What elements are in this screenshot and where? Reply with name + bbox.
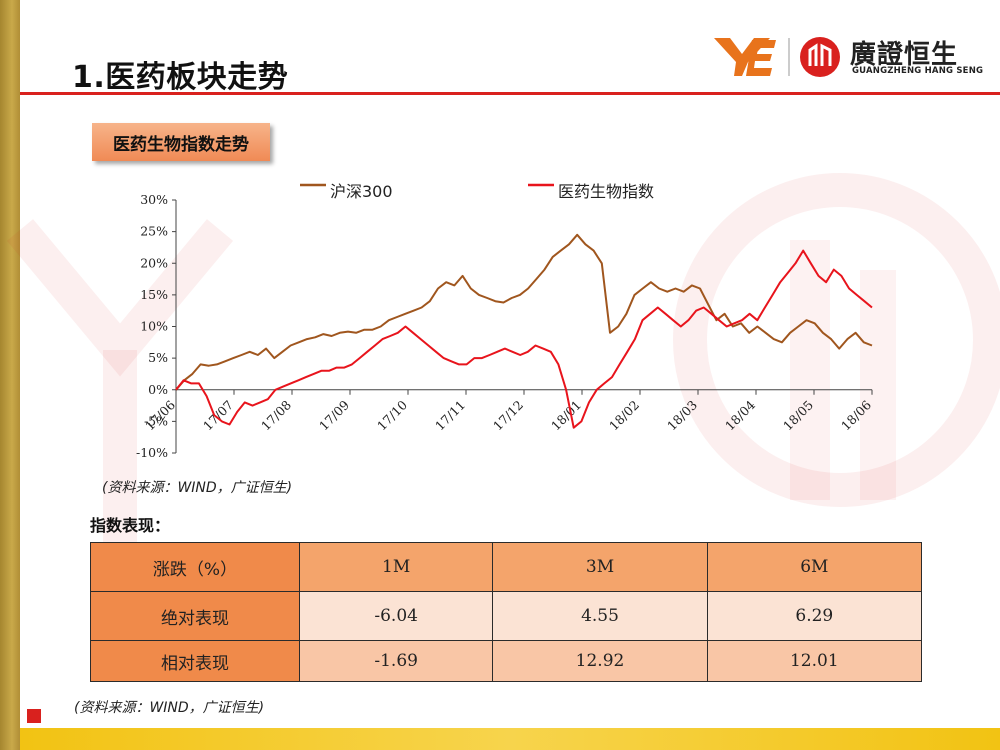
x-tick-label: 18/04 [722, 397, 758, 433]
y-tick-label: 20% [140, 255, 168, 270]
x-tick-label: 17/11 [432, 397, 468, 433]
header-cell: 1M [298, 542, 494, 592]
left-decor-bar [0, 0, 20, 750]
table-cell: -1.69 [298, 640, 494, 682]
y-tick-label: 25% [140, 224, 168, 239]
logo-english-name: GUANGZHENG HANG SENG [852, 66, 984, 76]
footer-red-square [27, 709, 41, 723]
table-cell: -6.04 [298, 591, 494, 641]
x-tick-label: 18/05 [780, 397, 816, 433]
y-tick-label: 0% [148, 382, 168, 397]
logo-chinese-name: 廣證恒生 [850, 40, 959, 70]
y-tick-label: -5% [144, 413, 168, 428]
table-source-note: (资料来源：WIND，广证恒生) [74, 700, 265, 716]
y-tick-label: 5% [148, 350, 168, 365]
y-tick-label: 30% [140, 192, 168, 207]
table-cell: 12.01 [706, 640, 923, 682]
table-cell: 6.29 [706, 591, 923, 641]
section-label: 医药生物指数走势 [92, 123, 270, 161]
series-line-1 [175, 233, 873, 391]
x-tick-label: 17/07 [200, 397, 236, 433]
performance-table: 涨跌（%） 1M 3M 6M 绝对表现 -6.04 4.55 6.29 相对表现… [90, 542, 923, 682]
series-line-2 [175, 249, 873, 429]
header-cell: 6M [706, 542, 923, 592]
table-header-row: 涨跌（%） 1M 3M 6M [90, 542, 923, 592]
legend-label: 医药生物指数 [558, 182, 654, 201]
bottom-decor-bar [20, 728, 1000, 750]
x-tick-label: 18/03 [664, 397, 700, 433]
y-tick-label: 10% [140, 319, 168, 334]
x-tick-label: 18/02 [606, 397, 642, 433]
table-row: 绝对表现 -6.04 4.55 6.29 [90, 591, 923, 641]
table-row: 相对表现 -1.69 12.92 12.01 [90, 640, 923, 682]
legend-label: 沪深300 [330, 182, 393, 201]
x-tick-label: 18/01 [548, 397, 584, 433]
index-trend-chart: 30%25%20%15%10%5%0%-5%-10%17/06 17/07 17/0… [136, 182, 874, 460]
row-label: 相对表现 [90, 640, 300, 682]
x-tick-label: 17/10 [374, 397, 410, 433]
background-watermark [6, 173, 1000, 570]
chart-source-note: (资料来源：WIND，广证恒生) [102, 480, 293, 496]
table-cell: 12.92 [492, 640, 708, 682]
company-logo [714, 37, 840, 77]
title-divider [20, 92, 1000, 95]
performance-label: 指数表现： [90, 516, 171, 535]
page-title: 1.医药板块走势 [72, 60, 289, 95]
row-label: 绝对表现 [90, 591, 300, 641]
x-tick-label: 17/08 [258, 397, 294, 433]
table-cell: 4.55 [492, 591, 708, 641]
y-tick-label: -10% [136, 445, 168, 460]
y-tick-label: 15% [140, 287, 168, 302]
x-tick-label: 17/12 [490, 397, 526, 433]
x-tick-label: 17/09 [316, 397, 352, 433]
header-cell: 3M [492, 542, 708, 592]
seal-icon [800, 37, 840, 77]
header-cell: 涨跌（%） [90, 542, 300, 592]
x-tick-label: 18/06 [838, 397, 874, 433]
ye-mark-icon [714, 38, 776, 76]
